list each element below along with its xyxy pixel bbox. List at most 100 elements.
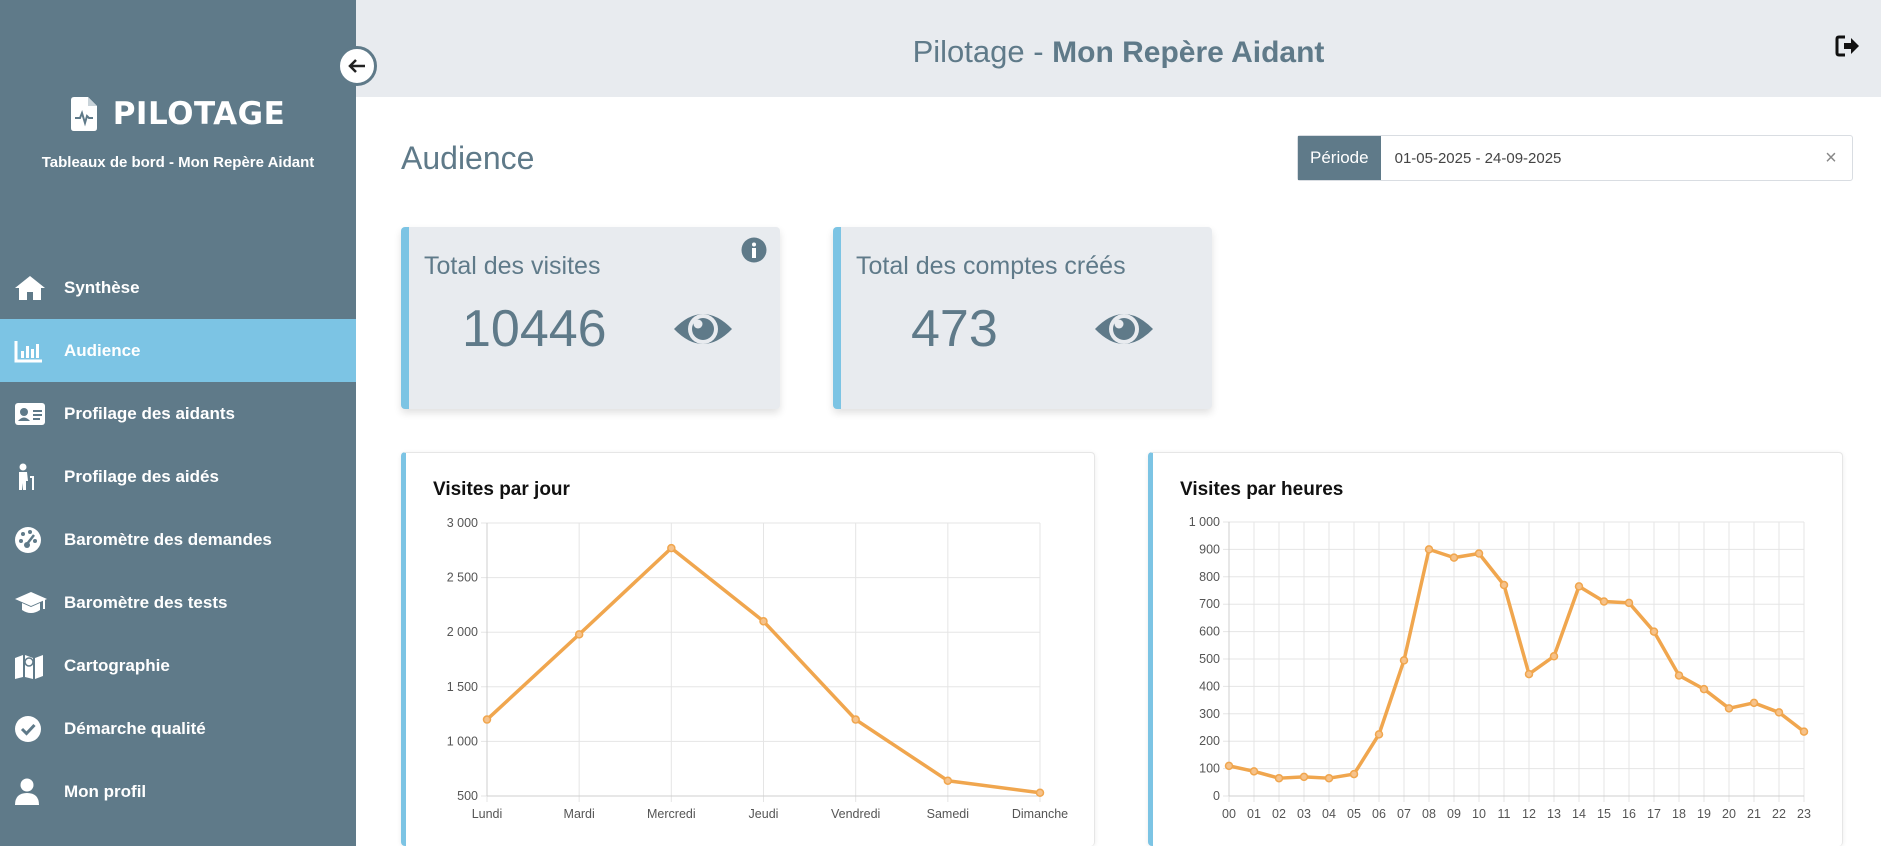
x-tick-label: 04	[1322, 807, 1336, 821]
data-point[interactable]	[1674, 671, 1684, 680]
data-point[interactable]	[1524, 669, 1534, 679]
sidebar-item-synthese[interactable]: Synthèse	[0, 256, 356, 319]
sidebar-item-demarche-qualite[interactable]: Démarche qualité	[0, 697, 356, 760]
sidebar-item-profilage-aidants[interactable]: Profilage des aidants	[0, 382, 356, 445]
header-title-bold: Mon Repère Aidant	[1052, 36, 1325, 69]
data-point[interactable]	[1224, 761, 1234, 771]
x-tick-label: 18	[1672, 807, 1686, 821]
y-tick-label: 100	[1199, 762, 1220, 776]
sidebar-item-label: Profilage des aidants	[64, 403, 235, 423]
x-tick-label: 16	[1622, 807, 1636, 821]
y-tick-label: 3 000	[447, 516, 478, 530]
data-point[interactable]	[667, 543, 676, 553]
y-tick-label: 1 000	[1189, 515, 1220, 529]
series-line	[1228, 547, 1806, 780]
data-point[interactable]	[1799, 727, 1809, 736]
y-tick-label: 400	[1199, 679, 1220, 693]
x-tick-label: Vendredi	[831, 807, 880, 821]
sidebar-item-mon-profil[interactable]: Mon profil	[0, 760, 356, 823]
data-point[interactable]	[943, 776, 953, 785]
logout-icon[interactable]	[1835, 34, 1861, 58]
data-point[interactable]	[1699, 684, 1709, 694]
data-point[interactable]	[1724, 704, 1734, 713]
kpi-card-visits: Total des visites 10446	[401, 227, 780, 409]
sidebar-item-label: Baromètre des demandes	[64, 529, 272, 549]
data-point[interactable]	[1349, 769, 1359, 779]
home-icon	[14, 274, 48, 302]
data-point[interactable]	[482, 715, 492, 724]
y-tick-label: 300	[1199, 707, 1220, 721]
x-tick-label: 17	[1647, 807, 1661, 821]
y-tick-label: 2 000	[447, 625, 478, 639]
sidebar-item-label: Démarche qualité	[64, 718, 206, 738]
x-tick-label: Samedi	[927, 807, 969, 821]
data-point[interactable]	[1499, 580, 1509, 590]
data-point[interactable]	[1274, 773, 1284, 783]
kpi-label: Total des visites	[424, 252, 601, 280]
info-icon[interactable]	[741, 237, 767, 263]
x-tick-label: 10	[1472, 807, 1486, 821]
x-tick-label: Jeudi	[749, 807, 779, 821]
collapse-sidebar-button[interactable]	[337, 46, 377, 86]
eye-icon	[1095, 314, 1153, 344]
person-cane-icon	[14, 463, 48, 491]
user-icon	[14, 778, 48, 806]
sidebar-nav: Synthèse Audience Profilage des aidants …	[0, 256, 356, 823]
x-tick-label: 07	[1397, 807, 1411, 821]
data-point[interactable]	[1649, 627, 1659, 636]
data-point[interactable]	[759, 617, 768, 626]
data-point[interactable]	[1399, 656, 1409, 665]
data-point[interactable]	[1749, 698, 1759, 708]
x-tick-label: Mercredi	[647, 807, 696, 821]
data-point[interactable]	[1324, 773, 1334, 783]
sidebar-item-barometre-tests[interactable]: Baromètre des tests	[0, 571, 356, 634]
data-point[interactable]	[1774, 708, 1784, 717]
sidebar-item-barometre-demandes[interactable]: Baromètre des demandes	[0, 508, 356, 571]
map-icon	[14, 652, 48, 680]
sidebar-item-profilage-aides[interactable]: Profilage des aidés	[0, 445, 356, 508]
y-tick-label: 700	[1199, 597, 1220, 611]
data-point[interactable]	[1474, 549, 1484, 558]
bar-chart-icon	[14, 337, 48, 365]
x-tick-label: Mardi	[564, 807, 595, 821]
period-input[interactable]	[1380, 136, 1810, 180]
clear-period-button[interactable]: ×	[1825, 146, 1837, 169]
chart-title: Visites par heures	[1180, 479, 1344, 500]
graduation-cap-icon	[14, 589, 48, 617]
x-tick-label: 23	[1797, 807, 1811, 821]
data-point[interactable]	[1035, 788, 1045, 797]
gauge-icon	[14, 526, 48, 554]
chart-card-visits-per-day: Visites par jour 3 000 2 500 2 000 1 500 1 0…	[401, 452, 1095, 846]
x-tick-label: 05	[1347, 807, 1361, 821]
x-tick-label: Dimanche	[1012, 807, 1068, 821]
x-tick-label: 22	[1772, 807, 1786, 821]
x-tick-label: 02	[1272, 807, 1286, 821]
data-point[interactable]	[1599, 597, 1609, 606]
chart-visits-per-day: 3 000 2 500 2 000 1 500 1 000 500 Lundi Mardi Me…	[447, 516, 1068, 821]
y-tick-label: 600	[1199, 625, 1220, 639]
y-tick-label: 1 500	[447, 680, 478, 694]
data-point[interactable]	[1449, 553, 1459, 562]
sidebar-item-cartographie[interactable]: Cartographie	[0, 634, 356, 697]
data-point[interactable]	[1424, 545, 1434, 554]
data-point[interactable]	[1249, 767, 1259, 776]
data-point[interactable]	[1374, 730, 1384, 739]
y-tick-label: 800	[1199, 570, 1220, 584]
data-point[interactable]	[851, 715, 860, 724]
top-header: Pilotage - Mon Repère Aidant	[356, 0, 1881, 97]
data-point[interactable]	[574, 630, 584, 639]
id-card-icon	[14, 400, 48, 428]
sidebar-item-audience[interactable]: Audience	[0, 319, 356, 382]
x-tick-label: 01	[1247, 807, 1261, 821]
brand-title: PILOTAGE	[112, 96, 286, 132]
y-tick-label: 200	[1199, 734, 1220, 748]
data-point[interactable]	[1574, 582, 1584, 591]
sidebar-item-label: Cartographie	[64, 655, 170, 675]
data-point[interactable]	[1549, 652, 1559, 661]
data-point[interactable]	[1299, 772, 1309, 782]
chart-card-visits-per-hour: Visites par heures 1 000 900 800 700 600 500 4…	[1148, 452, 1843, 846]
sidebar-item-label: Mon profil	[64, 781, 147, 801]
data-point[interactable]	[1624, 598, 1634, 608]
period-label: Période	[1298, 136, 1381, 180]
kpi-card-accounts: Total des comptes créés 473	[833, 227, 1212, 409]
